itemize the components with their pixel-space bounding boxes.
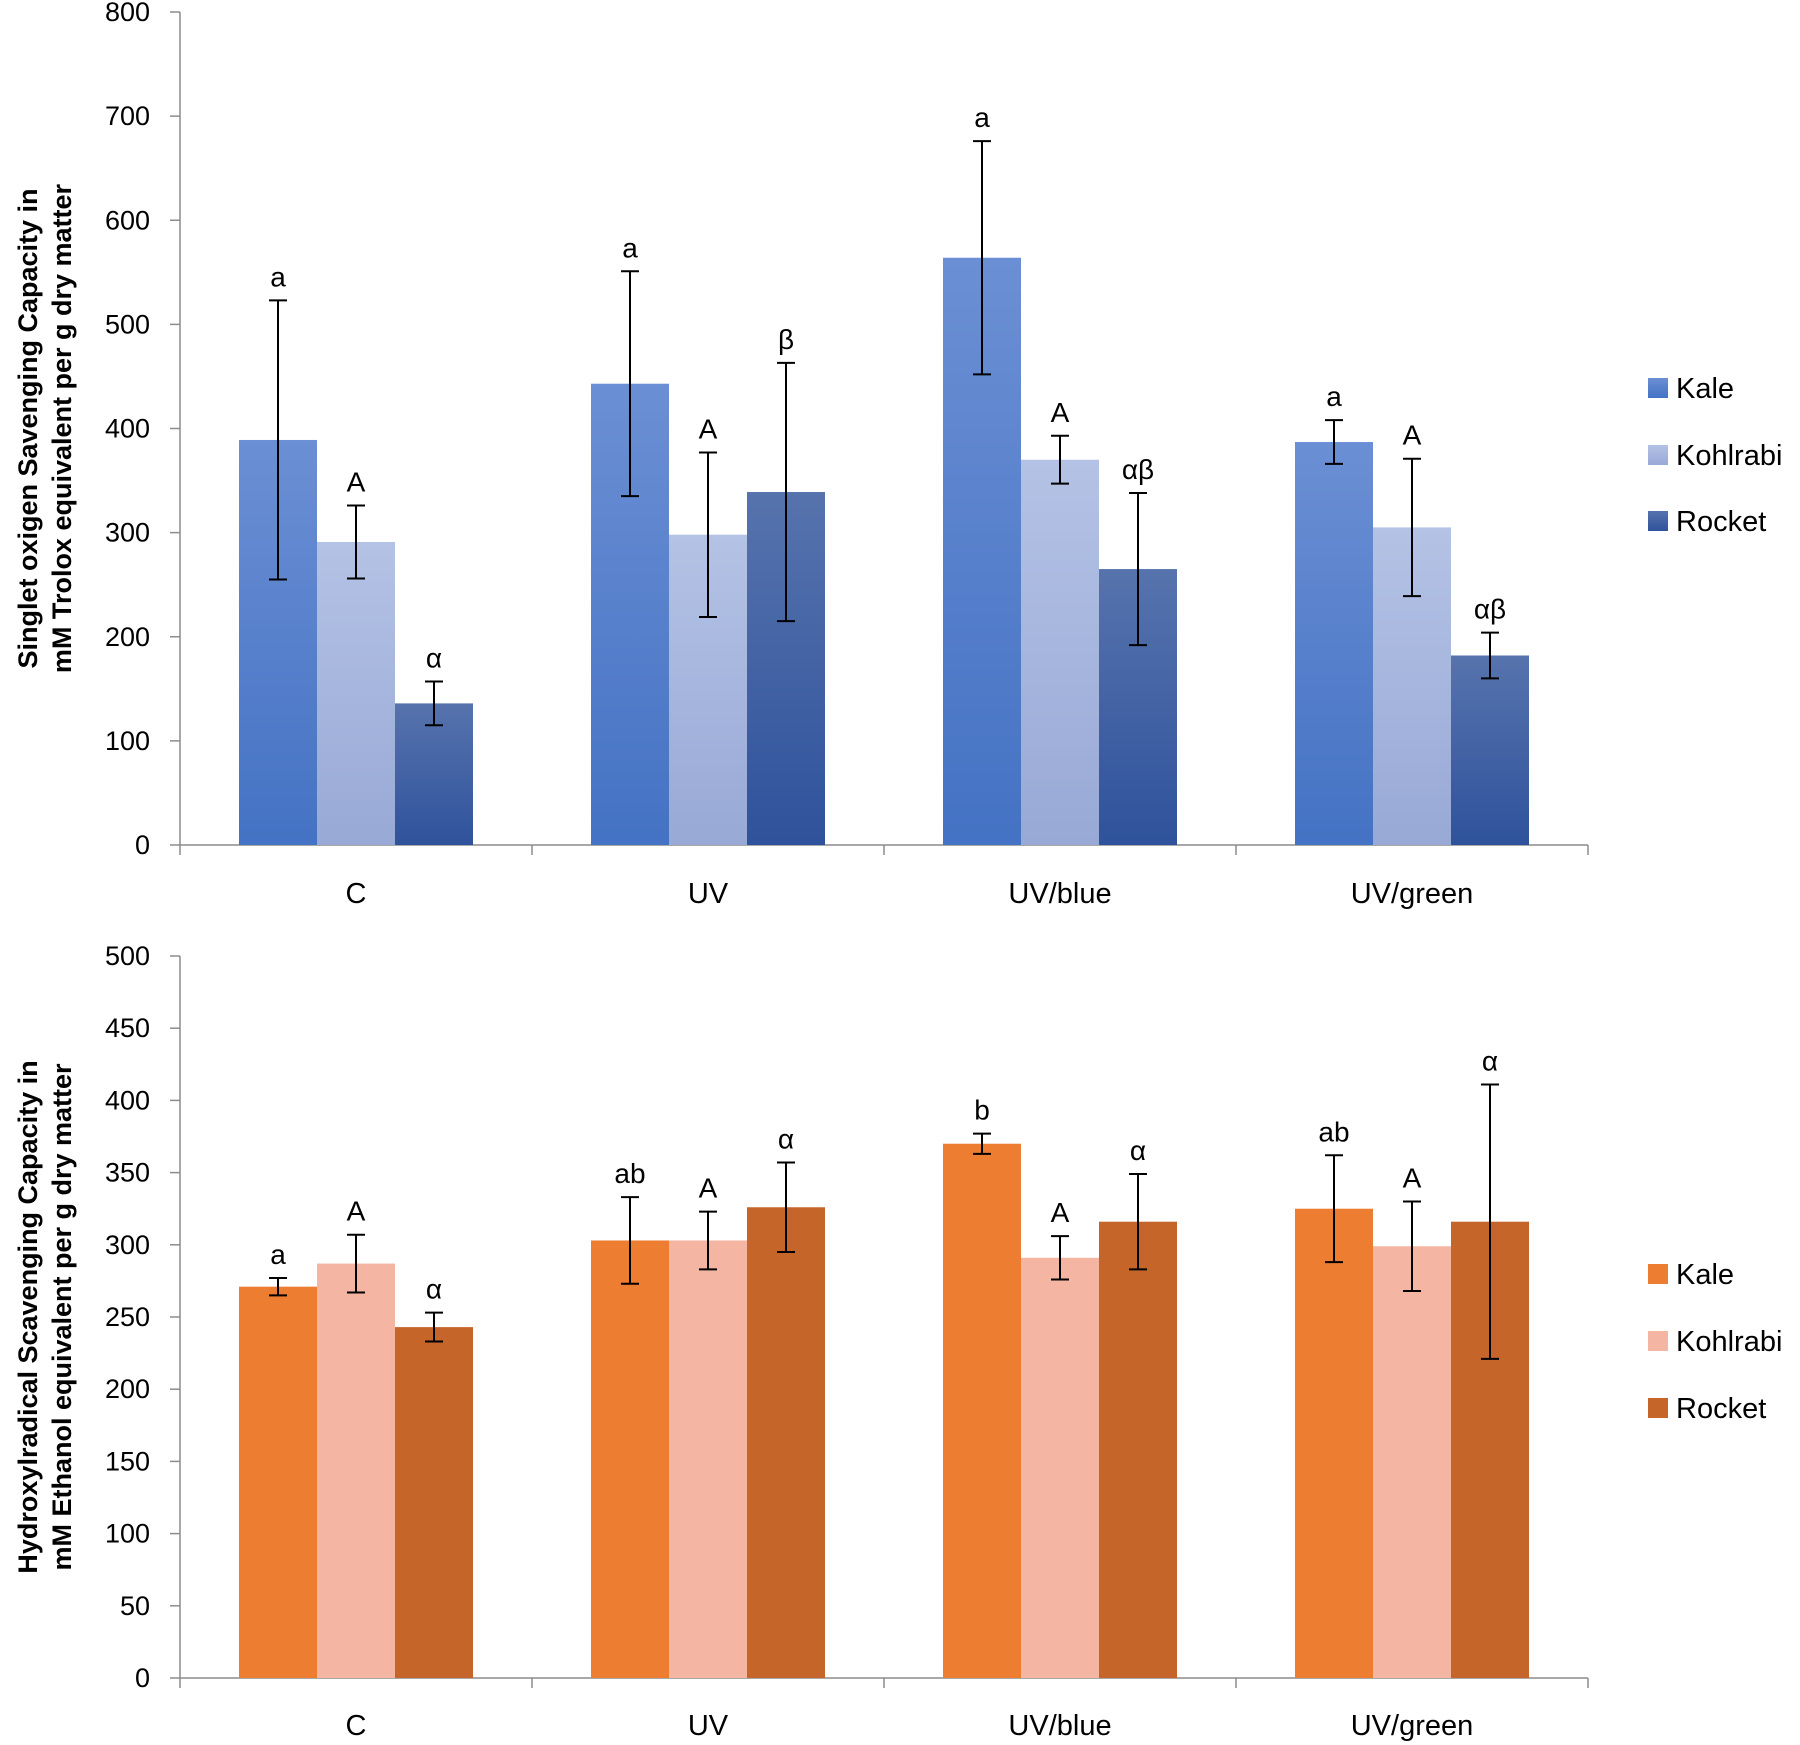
bar-rocket-uv	[747, 1207, 825, 1678]
bar-kohlrabi-c	[317, 541, 395, 845]
significance-label: a	[270, 1239, 286, 1270]
category-label-c: C	[346, 1710, 367, 1742]
significance-label: A	[1403, 420, 1422, 451]
category-label-c: C	[346, 878, 367, 910]
legend-swatch-kohlrabi	[1648, 1331, 1668, 1351]
y-tick-label: 0	[135, 1663, 150, 1693]
category-label-uv-green: UV/green	[1351, 878, 1474, 910]
bar-kohlrabi-c	[317, 1263, 395, 1678]
legend-swatch-rocket	[1648, 511, 1668, 531]
y-tick-label: 250	[105, 1302, 150, 1332]
significance-label: A	[1051, 1197, 1070, 1228]
y-axis-label-line: Singlet oxigen Savenging Capacity in	[13, 188, 43, 668]
y-tick-label: 200	[105, 1374, 150, 1404]
legend-swatch-kohlrabi	[1648, 445, 1668, 465]
y-tick-label: 50	[120, 1591, 150, 1621]
y-tick-label: 300	[105, 1230, 150, 1260]
legend-label-kohlrabi: Kohlrabi	[1676, 1326, 1782, 1358]
y-axis-label: Hydroxylradical Scavenging Capacity in mM…	[13, 1060, 77, 1573]
legend-swatch-kale	[1648, 378, 1668, 398]
legend: Kale Kohlrabi Rocket	[1648, 373, 1782, 538]
y-axis-label-line: mM Ethanol equivalent per g dry matter	[47, 1063, 77, 1571]
significance-label: a	[974, 102, 990, 133]
bar-kale-c	[239, 1286, 317, 1678]
significance-label: A	[347, 1196, 366, 1227]
bar-kohlrabi-uv-blue	[1021, 1257, 1099, 1678]
significance-label: b	[974, 1095, 990, 1126]
y-tick-label: 700	[105, 101, 150, 131]
significance-label: a	[622, 232, 638, 263]
bar-kale-uv	[591, 1240, 669, 1678]
y-tick-label: 400	[105, 414, 150, 444]
significance-label: α	[426, 1274, 442, 1305]
significance-label: αβ	[1474, 594, 1506, 625]
y-tick-label: 400	[105, 1085, 150, 1115]
bar-rocket-uv-blue	[1099, 1221, 1177, 1678]
significance-label: ab	[1318, 1116, 1349, 1147]
bar-kohlrabi-uv-blue	[1021, 459, 1099, 845]
bar-kale-uv-green	[1295, 442, 1373, 845]
bar-rocket-c	[395, 1327, 473, 1678]
significance-label: α	[1130, 1135, 1146, 1166]
hydroxylradical-chart: 0 50 100 150 200 250 300 350 400 450 500 C UV UV/blue…	[13, 941, 1782, 1742]
category-label-uv-blue: UV/blue	[1008, 878, 1111, 910]
legend-label-rocket: Rocket	[1676, 506, 1766, 538]
y-tick-label: 500	[105, 941, 150, 971]
significance-label: a	[1326, 381, 1342, 412]
significance-label: a	[270, 261, 286, 292]
y-tick-label: 800	[105, 0, 150, 27]
significance-label: α	[426, 643, 442, 674]
bar-rocket-uv-green	[1451, 655, 1529, 845]
legend-swatch-kale	[1648, 1264, 1668, 1284]
significance-label: A	[1051, 397, 1070, 428]
significance-label: A	[699, 1173, 718, 1204]
singlet-oxygen-chart: 0 100 200 300 400 500 600 700 800 C UV UV/blue UV/gr…	[13, 0, 1782, 910]
bar-kale-uv-green	[1295, 1208, 1373, 1678]
significance-label: α	[778, 1123, 794, 1154]
legend-label-kale: Kale	[1676, 373, 1734, 405]
legend-label-rocket: Rocket	[1676, 1393, 1766, 1425]
bar-kohlrabi-uv-green	[1373, 1246, 1451, 1678]
significance-label: αβ	[1122, 454, 1154, 485]
significance-label: β	[778, 324, 794, 355]
bar-kohlrabi-uv	[669, 1240, 747, 1678]
y-tick-label: 150	[105, 1446, 150, 1476]
category-label-uv: UV	[688, 878, 729, 910]
bar-rocket-c	[395, 703, 473, 845]
y-tick-label: 500	[105, 309, 150, 339]
legend-swatch-rocket	[1648, 1398, 1668, 1418]
significance-label: A	[347, 467, 366, 498]
category-label-uv-green: UV/green	[1351, 1710, 1474, 1742]
significance-label: ab	[614, 1158, 645, 1189]
y-tick-label: 600	[105, 205, 150, 235]
legend: Kale Kohlrabi Rocket	[1648, 1259, 1782, 1425]
significance-label: α	[1482, 1046, 1498, 1077]
y-tick-label: 100	[105, 726, 150, 756]
y-axis-label-line: Hydroxylradical Scavenging Capacity in	[13, 1060, 43, 1573]
category-label-uv: UV	[688, 1710, 729, 1742]
y-tick-label: 0	[135, 830, 150, 860]
y-tick-label: 200	[105, 622, 150, 652]
bar-kale-uv-blue	[943, 1143, 1021, 1678]
legend-label-kohlrabi: Kohlrabi	[1676, 440, 1782, 472]
legend-label-kale: Kale	[1676, 1259, 1734, 1291]
category-label-uv-blue: UV/blue	[1008, 1710, 1111, 1742]
y-tick-label: 300	[105, 518, 150, 548]
y-tick-label: 100	[105, 1519, 150, 1549]
y-tick-label: 350	[105, 1158, 150, 1188]
significance-label: A	[1403, 1162, 1422, 1193]
significance-label: A	[699, 413, 718, 444]
y-tick-label: 450	[105, 1013, 150, 1043]
y-axis-label-line: mM Trolox equivalent per g dry matter	[47, 183, 77, 673]
y-axis-label: Singlet oxigen Savenging Capacity in mM T…	[13, 183, 77, 673]
